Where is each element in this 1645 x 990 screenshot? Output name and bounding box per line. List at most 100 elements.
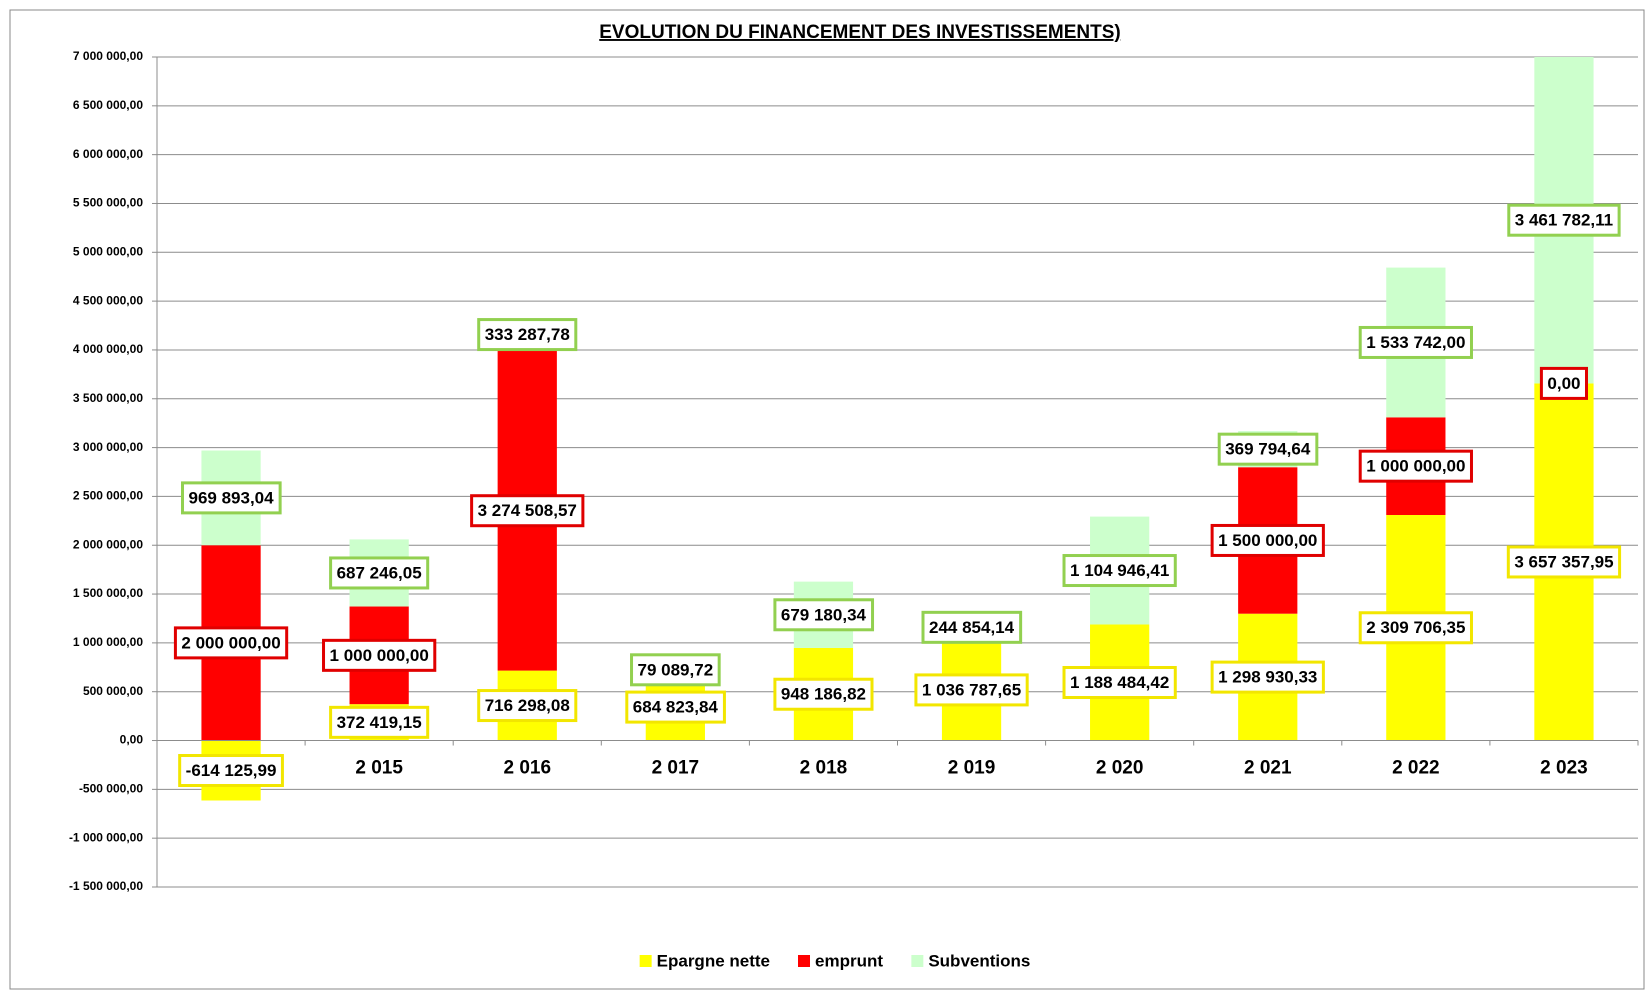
data-label-text: 3 274 508,57 <box>478 501 577 520</box>
data-label-text: 1 036 787,65 <box>922 680 1021 699</box>
legend-swatch <box>639 955 652 967</box>
data-label-text: 679 180,34 <box>781 605 867 624</box>
data-label-text: 369 794,64 <box>1225 440 1311 459</box>
x-tick-label: 2 017 <box>652 758 700 779</box>
data-label: -614 125,99 <box>178 754 284 788</box>
y-tick-label: 4 500 000,00 <box>73 293 143 307</box>
data-label-text: 2 000 000,00 <box>181 633 280 652</box>
y-tick-label: 4 000 000,00 <box>73 342 143 356</box>
data-label-text: 1 188 484,42 <box>1070 673 1169 692</box>
data-label: 244 854,14 <box>921 610 1023 644</box>
data-label-text: 1 533 742,00 <box>1366 333 1465 352</box>
y-tick-label: 3 000 000,00 <box>73 440 143 454</box>
data-label-box <box>1210 523 1325 557</box>
legend-label: Subventions <box>928 951 1030 970</box>
y-tick-label: 1 000 000,00 <box>73 635 143 649</box>
data-label-box <box>1062 554 1177 588</box>
data-label-box <box>630 653 721 687</box>
x-tick-label: 2 022 <box>1392 758 1440 779</box>
data-label-box <box>1539 366 1588 400</box>
data-label: 716 298,08 <box>477 689 578 723</box>
y-tick-label: 6 500 000,00 <box>73 98 143 112</box>
data-label-text: 1 000 000,00 <box>1366 457 1465 476</box>
data-label-text: 244 854,14 <box>929 618 1015 637</box>
data-label-box <box>914 673 1029 707</box>
data-label-box <box>1507 203 1621 237</box>
data-label-box <box>322 638 437 672</box>
data-label: 1 036 787,65 <box>914 673 1029 707</box>
legend-label: Epargne nette <box>657 951 770 970</box>
data-label-box <box>1217 432 1319 466</box>
data-label: 1 188 484,42 <box>1062 666 1177 700</box>
data-label-text: 1 000 000,00 <box>330 646 429 665</box>
data-label-box <box>921 610 1023 644</box>
data-label-box <box>477 318 578 352</box>
data-label-text: 1 298 930,33 <box>1218 668 1317 687</box>
chart-title: EVOLUTION DU FINANCEMENT DES INVESTISSEM… <box>599 22 1120 43</box>
data-label-box <box>178 754 284 788</box>
data-label-text: 684 823,84 <box>633 698 719 717</box>
data-label-box <box>329 705 430 739</box>
y-tick-label: 500 000,00 <box>83 684 143 698</box>
x-tick-label: 2 016 <box>503 758 551 779</box>
data-label-text: 1 500 000,00 <box>1218 531 1317 550</box>
data-label-box <box>773 598 875 632</box>
y-tick-label: 7 000 000,00 <box>73 49 143 63</box>
x-tick-label: 2 021 <box>1244 758 1292 779</box>
data-label-text: 716 298,08 <box>485 696 570 715</box>
y-tick-label: -500 000,00 <box>79 782 143 796</box>
data-label-box <box>1358 449 1473 483</box>
legend-swatch <box>798 955 811 967</box>
data-label-text: 687 246,05 <box>337 563 422 582</box>
data-label: 1 000 000,00 <box>322 638 437 672</box>
y-tick-label: 1 500 000,00 <box>73 586 143 600</box>
y-tick-label: -1 500 000,00 <box>69 879 143 893</box>
data-label: 1 104 946,41 <box>1062 554 1177 588</box>
chart-border <box>9 9 1645 990</box>
data-label: 684 823,84 <box>625 690 726 724</box>
data-label-box <box>329 556 430 590</box>
x-tick-label: 2 020 <box>1096 758 1144 779</box>
x-tick-label: 2 018 <box>800 758 848 779</box>
data-label-text: 3 657 357,95 <box>1514 552 1613 571</box>
y-tick-label: 6 000 000,00 <box>73 147 143 161</box>
y-tick-label: 2 000 000,00 <box>73 537 143 551</box>
data-label: 0,00 <box>1539 366 1588 400</box>
y-tick-label: 5 000 000,00 <box>73 244 143 258</box>
data-label-text: 969 893,04 <box>189 488 275 507</box>
data-label: 3 274 508,57 <box>470 494 585 528</box>
data-label: 1 500 000,00 <box>1210 523 1325 557</box>
data-label-text: 2 309 706,35 <box>1366 618 1465 637</box>
data-label-text: 372 419,15 <box>337 713 422 732</box>
legend-label: emprunt <box>815 951 883 970</box>
y-tick-label: -1 000 000,00 <box>69 830 143 844</box>
data-label: 3 657 357,95 <box>1506 545 1622 579</box>
data-label: 2 309 706,35 <box>1358 611 1473 645</box>
data-label-text: 0,00 <box>1547 374 1580 393</box>
legend-swatch <box>911 955 924 967</box>
data-label-text: 333 287,78 <box>485 325 570 344</box>
data-label-text: 79 089,72 <box>638 660 714 679</box>
data-label-box <box>1358 325 1473 359</box>
data-label-box <box>1506 545 1622 579</box>
data-label: 1 298 930,33 <box>1210 660 1325 694</box>
data-label-box <box>173 626 289 660</box>
legend: Epargne nette emprunt Subventions <box>639 951 1030 970</box>
y-tick-label: 0,00 <box>120 733 144 747</box>
y-tick-label: 3 500 000,00 <box>73 391 143 405</box>
data-label-box <box>477 689 578 723</box>
data-label: 687 246,05 <box>329 556 430 590</box>
data-label: 372 419,15 <box>329 705 430 739</box>
x-tick-label: 2 023 <box>1540 758 1588 779</box>
data-label-box <box>181 481 282 515</box>
x-tick-label: 2 019 <box>948 758 996 779</box>
y-tick-label: 2 500 000,00 <box>73 489 143 503</box>
data-label-box <box>773 677 874 711</box>
data-label-text: -614 125,99 <box>186 761 277 780</box>
data-label: 1 000 000,00 <box>1358 449 1473 483</box>
data-label: 2 000 000,00 <box>173 626 289 660</box>
data-label-box <box>1062 666 1177 700</box>
data-label: 948 186,82 <box>773 677 874 711</box>
data-label-box <box>1210 660 1325 694</box>
